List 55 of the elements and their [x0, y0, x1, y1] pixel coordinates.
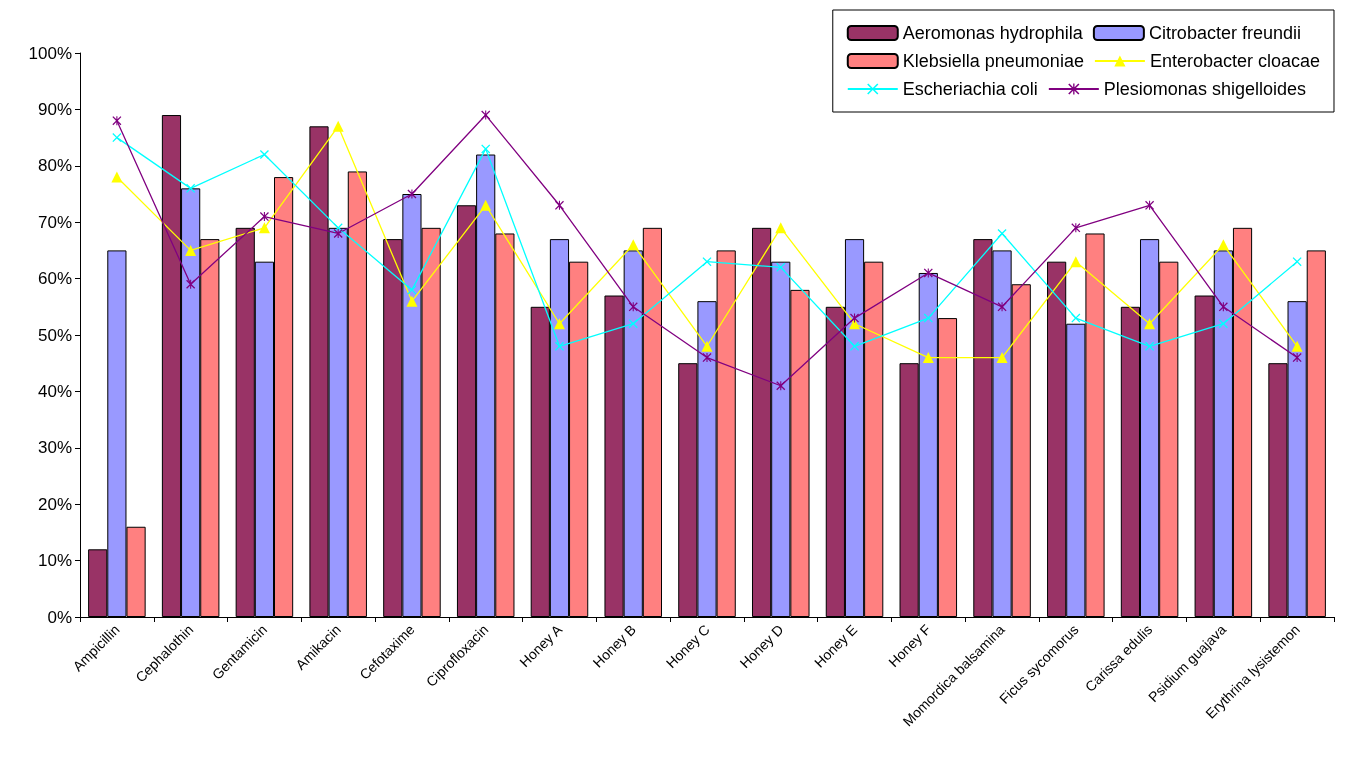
point [997, 228, 1007, 238]
point [1217, 239, 1229, 251]
point [186, 279, 196, 289]
point [1070, 256, 1082, 268]
point [702, 353, 712, 363]
point [923, 268, 933, 278]
y-tick-label: 100% [28, 43, 72, 63]
point [111, 171, 123, 183]
legend-label: Enterobacter cloacae [1149, 51, 1321, 71]
point [112, 116, 122, 126]
y-tick-label: 80% [37, 156, 72, 176]
point [406, 295, 418, 307]
legend-label: Klebsiella pneumoniae [902, 51, 1084, 71]
y-tick-label: 70% [37, 212, 72, 232]
y-tick-label: 40% [37, 381, 72, 401]
point [1145, 200, 1155, 210]
point [554, 341, 564, 351]
point [850, 313, 860, 323]
point [553, 318, 565, 330]
y-tick-label: 10% [37, 551, 72, 571]
point [850, 341, 860, 351]
point [185, 244, 197, 256]
y-tick-label: 0% [47, 607, 72, 627]
legend-label: Plesiomonas shigelloides [1103, 79, 1306, 99]
point [923, 313, 933, 323]
point [112, 133, 122, 143]
point [332, 120, 344, 132]
y-tick-label: 60% [37, 269, 72, 289]
point [1071, 313, 1081, 323]
point [481, 110, 491, 120]
point [922, 352, 934, 364]
point [627, 239, 639, 251]
y-tick-label: 90% [37, 99, 72, 119]
point [1292, 353, 1302, 363]
point [481, 144, 491, 154]
point [1145, 341, 1155, 351]
point [702, 257, 712, 267]
point [996, 352, 1008, 364]
legend-label: Aeromonas hydrophila [902, 23, 1084, 43]
point [1218, 302, 1228, 312]
y-tick-label: 20% [37, 494, 72, 514]
point [701, 340, 713, 352]
point [1144, 318, 1156, 330]
y-tick-label: 50% [37, 325, 72, 345]
point [775, 222, 787, 234]
y-tick-label: 30% [37, 438, 72, 458]
point [554, 200, 564, 210]
legend-label: Citrobacter freundii [1148, 23, 1301, 43]
point [1292, 257, 1302, 267]
point [1291, 340, 1303, 352]
point [997, 302, 1007, 312]
point [333, 228, 343, 238]
point [258, 222, 270, 234]
point [480, 199, 492, 211]
legend-label: Escheriachia coli [902, 79, 1038, 99]
